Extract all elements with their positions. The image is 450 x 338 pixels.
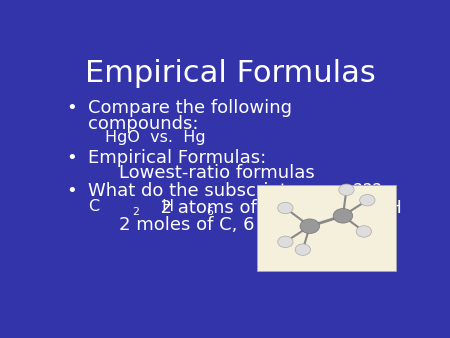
Circle shape bbox=[295, 244, 310, 256]
Text: Empirical Formulas: Empirical Formulas bbox=[85, 59, 376, 88]
Text: 6: 6 bbox=[206, 207, 213, 217]
Text: What do the subscripts mean???: What do the subscripts mean??? bbox=[88, 183, 382, 200]
Text: Compare the following: Compare the following bbox=[88, 99, 292, 117]
Circle shape bbox=[360, 194, 375, 206]
Text: Lowest-ratio formulas: Lowest-ratio formulas bbox=[119, 164, 315, 182]
Circle shape bbox=[278, 236, 293, 247]
Text: 2: 2 bbox=[132, 207, 139, 217]
Text: HgO  vs.  Hg: HgO vs. Hg bbox=[105, 130, 206, 145]
Circle shape bbox=[300, 219, 320, 234]
Text: C: C bbox=[88, 199, 99, 214]
FancyBboxPatch shape bbox=[257, 185, 396, 271]
Circle shape bbox=[356, 226, 372, 237]
Text: 2 atoms of C, 6 atoms of H: 2 atoms of C, 6 atoms of H bbox=[148, 199, 401, 217]
Text: •: • bbox=[67, 149, 77, 167]
Circle shape bbox=[333, 209, 353, 223]
Text: •: • bbox=[67, 99, 77, 117]
Text: H: H bbox=[162, 199, 174, 214]
Text: •: • bbox=[67, 183, 77, 200]
Text: compounds:: compounds: bbox=[88, 115, 198, 133]
Circle shape bbox=[339, 184, 354, 195]
Text: Empirical Formulas:: Empirical Formulas: bbox=[88, 149, 266, 167]
Text: 2 moles of C, 6 moles of H: 2 moles of C, 6 moles of H bbox=[119, 216, 357, 234]
Circle shape bbox=[278, 202, 293, 214]
